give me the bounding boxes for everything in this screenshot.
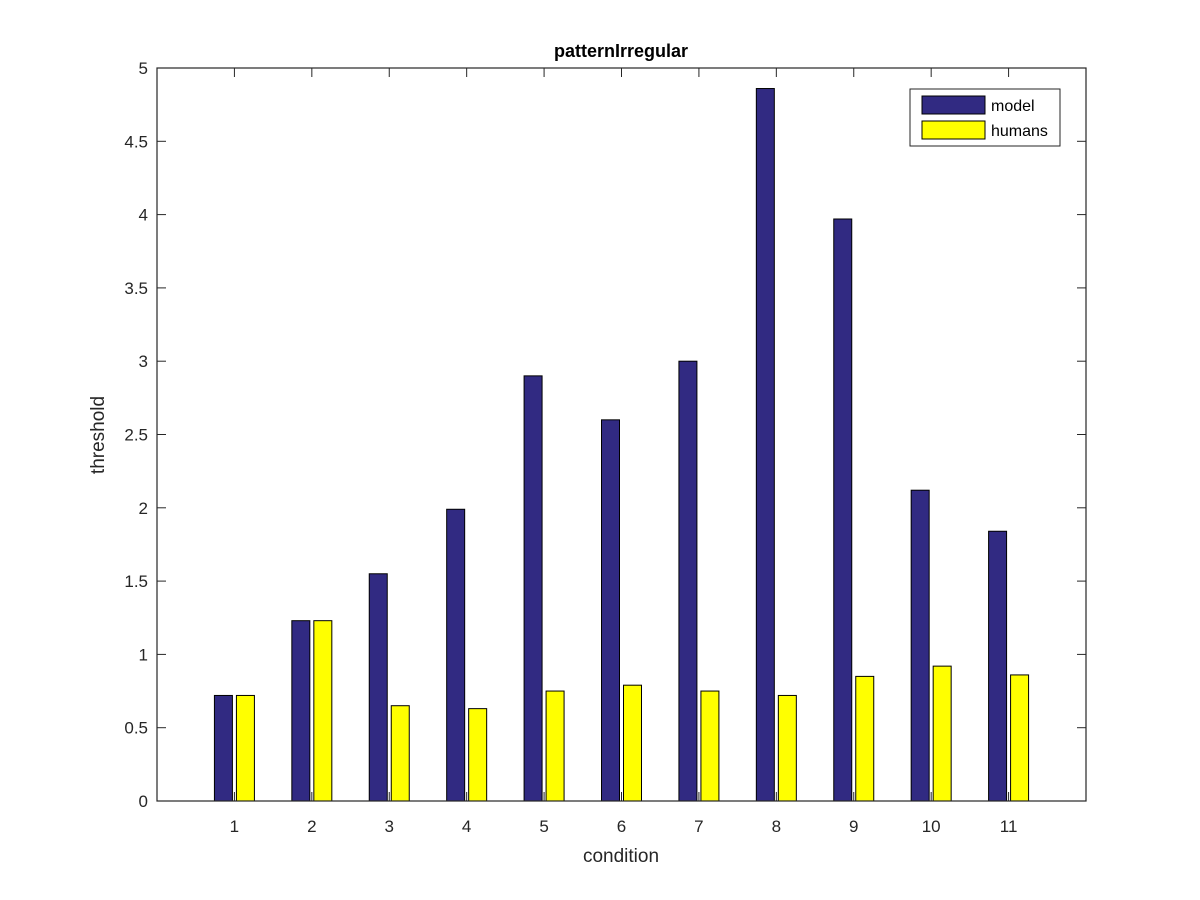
bar-humans-6 <box>623 684 642 802</box>
y-tick-label-5: 5 <box>139 59 148 78</box>
x-tick-label-9: 9 <box>849 817 858 836</box>
bar-model-7 <box>678 360 698 802</box>
bars-group <box>213 88 1030 802</box>
legend-label-humans: humans <box>991 123 1048 140</box>
legend-swatch-model <box>921 95 986 115</box>
legend-label-model: model <box>991 98 1035 115</box>
bar-model-8 <box>755 88 775 802</box>
x-tick-label-3: 3 <box>385 817 394 836</box>
plot-frame <box>156 67 1087 802</box>
y-tick-label-4.5: 4.5 <box>124 132 148 151</box>
bar-humans-4 <box>468 708 488 802</box>
bar-model-9 <box>833 218 853 802</box>
bar-model-3 <box>368 573 388 802</box>
bar-model-2 <box>291 620 311 802</box>
bar-humans-2 <box>313 620 333 802</box>
x-tick-label-11: 11 <box>1000 817 1018 836</box>
bar-humans-1 <box>235 694 255 802</box>
y-tick-label-0: 0 <box>139 792 148 811</box>
plot-area <box>157 68 1086 801</box>
bar-humans-5 <box>545 690 565 802</box>
y-tick-label-3: 3 <box>139 352 148 371</box>
legend-swatch-humans <box>921 120 986 140</box>
ticks-group: 1 2 3 4 5 6 7 8 9 10 11 0 0.5 1 1.5 2 2.5 3 3.5 4 4.5 5 <box>124 59 1086 836</box>
bar-humans-8 <box>777 694 797 802</box>
bar-model-11 <box>988 530 1008 802</box>
y-axis-label: threshold <box>88 396 109 474</box>
bar-model-10 <box>910 489 930 802</box>
chart-title: patternIrregular <box>554 41 688 61</box>
bar-humans-11 <box>1010 674 1030 802</box>
y-tick-label-2: 2 <box>139 499 148 518</box>
y-tick-label-1.5: 1.5 <box>124 572 148 591</box>
legend: model humans <box>909 88 1061 147</box>
x-tick-label-7: 7 <box>694 817 703 836</box>
y-tick-label-3.5: 3.5 <box>124 279 148 298</box>
x-tick-label-5: 5 <box>539 817 548 836</box>
y-tick-label-0.5: 0.5 <box>124 719 148 738</box>
y-tick-label-4: 4 <box>139 206 148 225</box>
x-tick-label-10: 10 <box>922 817 941 836</box>
y-tick-label-2.5: 2.5 <box>124 426 148 445</box>
x-tick-label-6: 6 <box>617 817 626 836</box>
bar-model-1 <box>213 694 233 802</box>
bar-model-5 <box>523 375 543 802</box>
x-tick-label-2: 2 <box>307 817 316 836</box>
bar-humans-10 <box>932 665 952 802</box>
x-tick-label-8: 8 <box>772 817 781 836</box>
bar-model-4 <box>446 508 466 802</box>
bar-model-6 <box>601 419 620 802</box>
bar-humans-3 <box>390 705 410 802</box>
x-tick-label-4: 4 <box>462 817 471 836</box>
x-tick-label-1: 1 <box>230 817 239 836</box>
x-axis-label: condition <box>583 846 659 867</box>
y-tick-label-1: 1 <box>139 645 148 664</box>
bar-humans-9 <box>855 675 875 802</box>
bar-humans-7 <box>700 690 720 802</box>
